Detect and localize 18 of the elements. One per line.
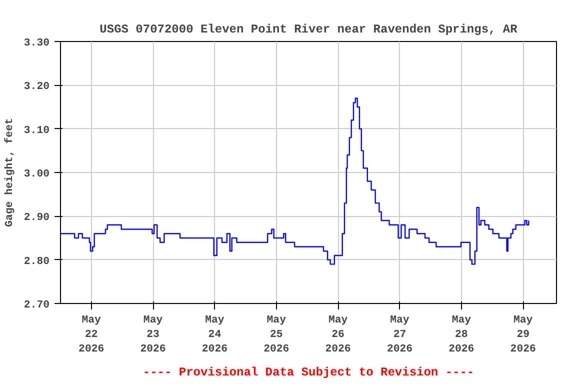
chart-title: USGS 07072000 Eleven Point River near Ravenden Springs, AR xyxy=(100,22,518,36)
x-tick-label: May 24 2026 xyxy=(202,314,228,356)
y-tick-label: 2.90 xyxy=(24,212,50,224)
x-tick-label: May 23 2026 xyxy=(140,314,166,356)
y-tick-label: 3.30 xyxy=(24,38,50,50)
x-tick-label: May 22 2026 xyxy=(78,314,104,356)
x-tick-label: May 26 2026 xyxy=(325,314,351,356)
y-axis-title: Gage height, feet xyxy=(4,118,16,227)
x-tick-label: May 25 2026 xyxy=(264,314,290,356)
y-tick-label: 3.00 xyxy=(24,168,50,180)
y-tick-label: 3.20 xyxy=(24,81,50,94)
y-tick-label: 2.80 xyxy=(24,256,50,268)
y-tick-label: 3.10 xyxy=(24,124,50,137)
x-tick-label: May 29 2026 xyxy=(510,314,536,356)
y-tick-label: 2.70 xyxy=(24,300,50,312)
text: ---- Provisional Data Subject to Revision ---- xyxy=(142,366,474,380)
x-tick-label: May 28 2026 xyxy=(448,314,474,356)
x-tick-label: May 27 2026 xyxy=(386,314,413,356)
